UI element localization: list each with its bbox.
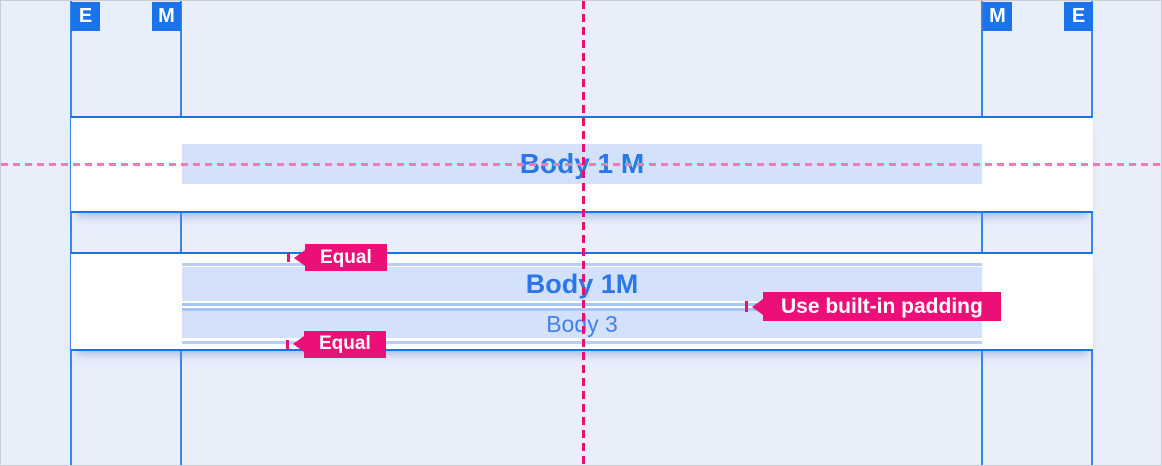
- margin-marker-m-right: M: [983, 2, 1012, 31]
- use-built-in-padding-callout: Use built-in padding: [745, 292, 1001, 321]
- arrow-left-icon: [293, 336, 304, 352]
- guide-line-m-right: [981, 1, 983, 465]
- use-built-in-padding-label: Use built-in padding: [763, 292, 1001, 321]
- guide-line-m-left: [180, 1, 182, 465]
- equal-top-callout: Equal: [287, 244, 387, 271]
- guide-line-e-left: [70, 1, 72, 465]
- margin-marker-e-left: E: [71, 2, 100, 31]
- measure-tick-icon: [745, 301, 748, 312]
- margin-marker-m-left: M: [152, 2, 181, 31]
- body-3-text: Body 3: [546, 311, 618, 337]
- measure-tick-icon: [287, 253, 290, 262]
- horizontal-center-keyline: [1, 163, 1161, 166]
- measure-tick-icon: [286, 339, 289, 349]
- margin-marker-e-right: E: [1064, 2, 1093, 31]
- vertical-center-keyline: [582, 1, 585, 465]
- guide-line-e-right: [1091, 1, 1093, 465]
- body-1m-text: Body 1M: [525, 268, 639, 299]
- arrow-left-icon: [294, 249, 305, 266]
- equal-top-label: Equal: [305, 244, 387, 271]
- equal-bottom-label: Equal: [304, 330, 386, 358]
- arrow-left-icon: [752, 298, 763, 315]
- equal-bottom-callout: Equal: [286, 330, 386, 358]
